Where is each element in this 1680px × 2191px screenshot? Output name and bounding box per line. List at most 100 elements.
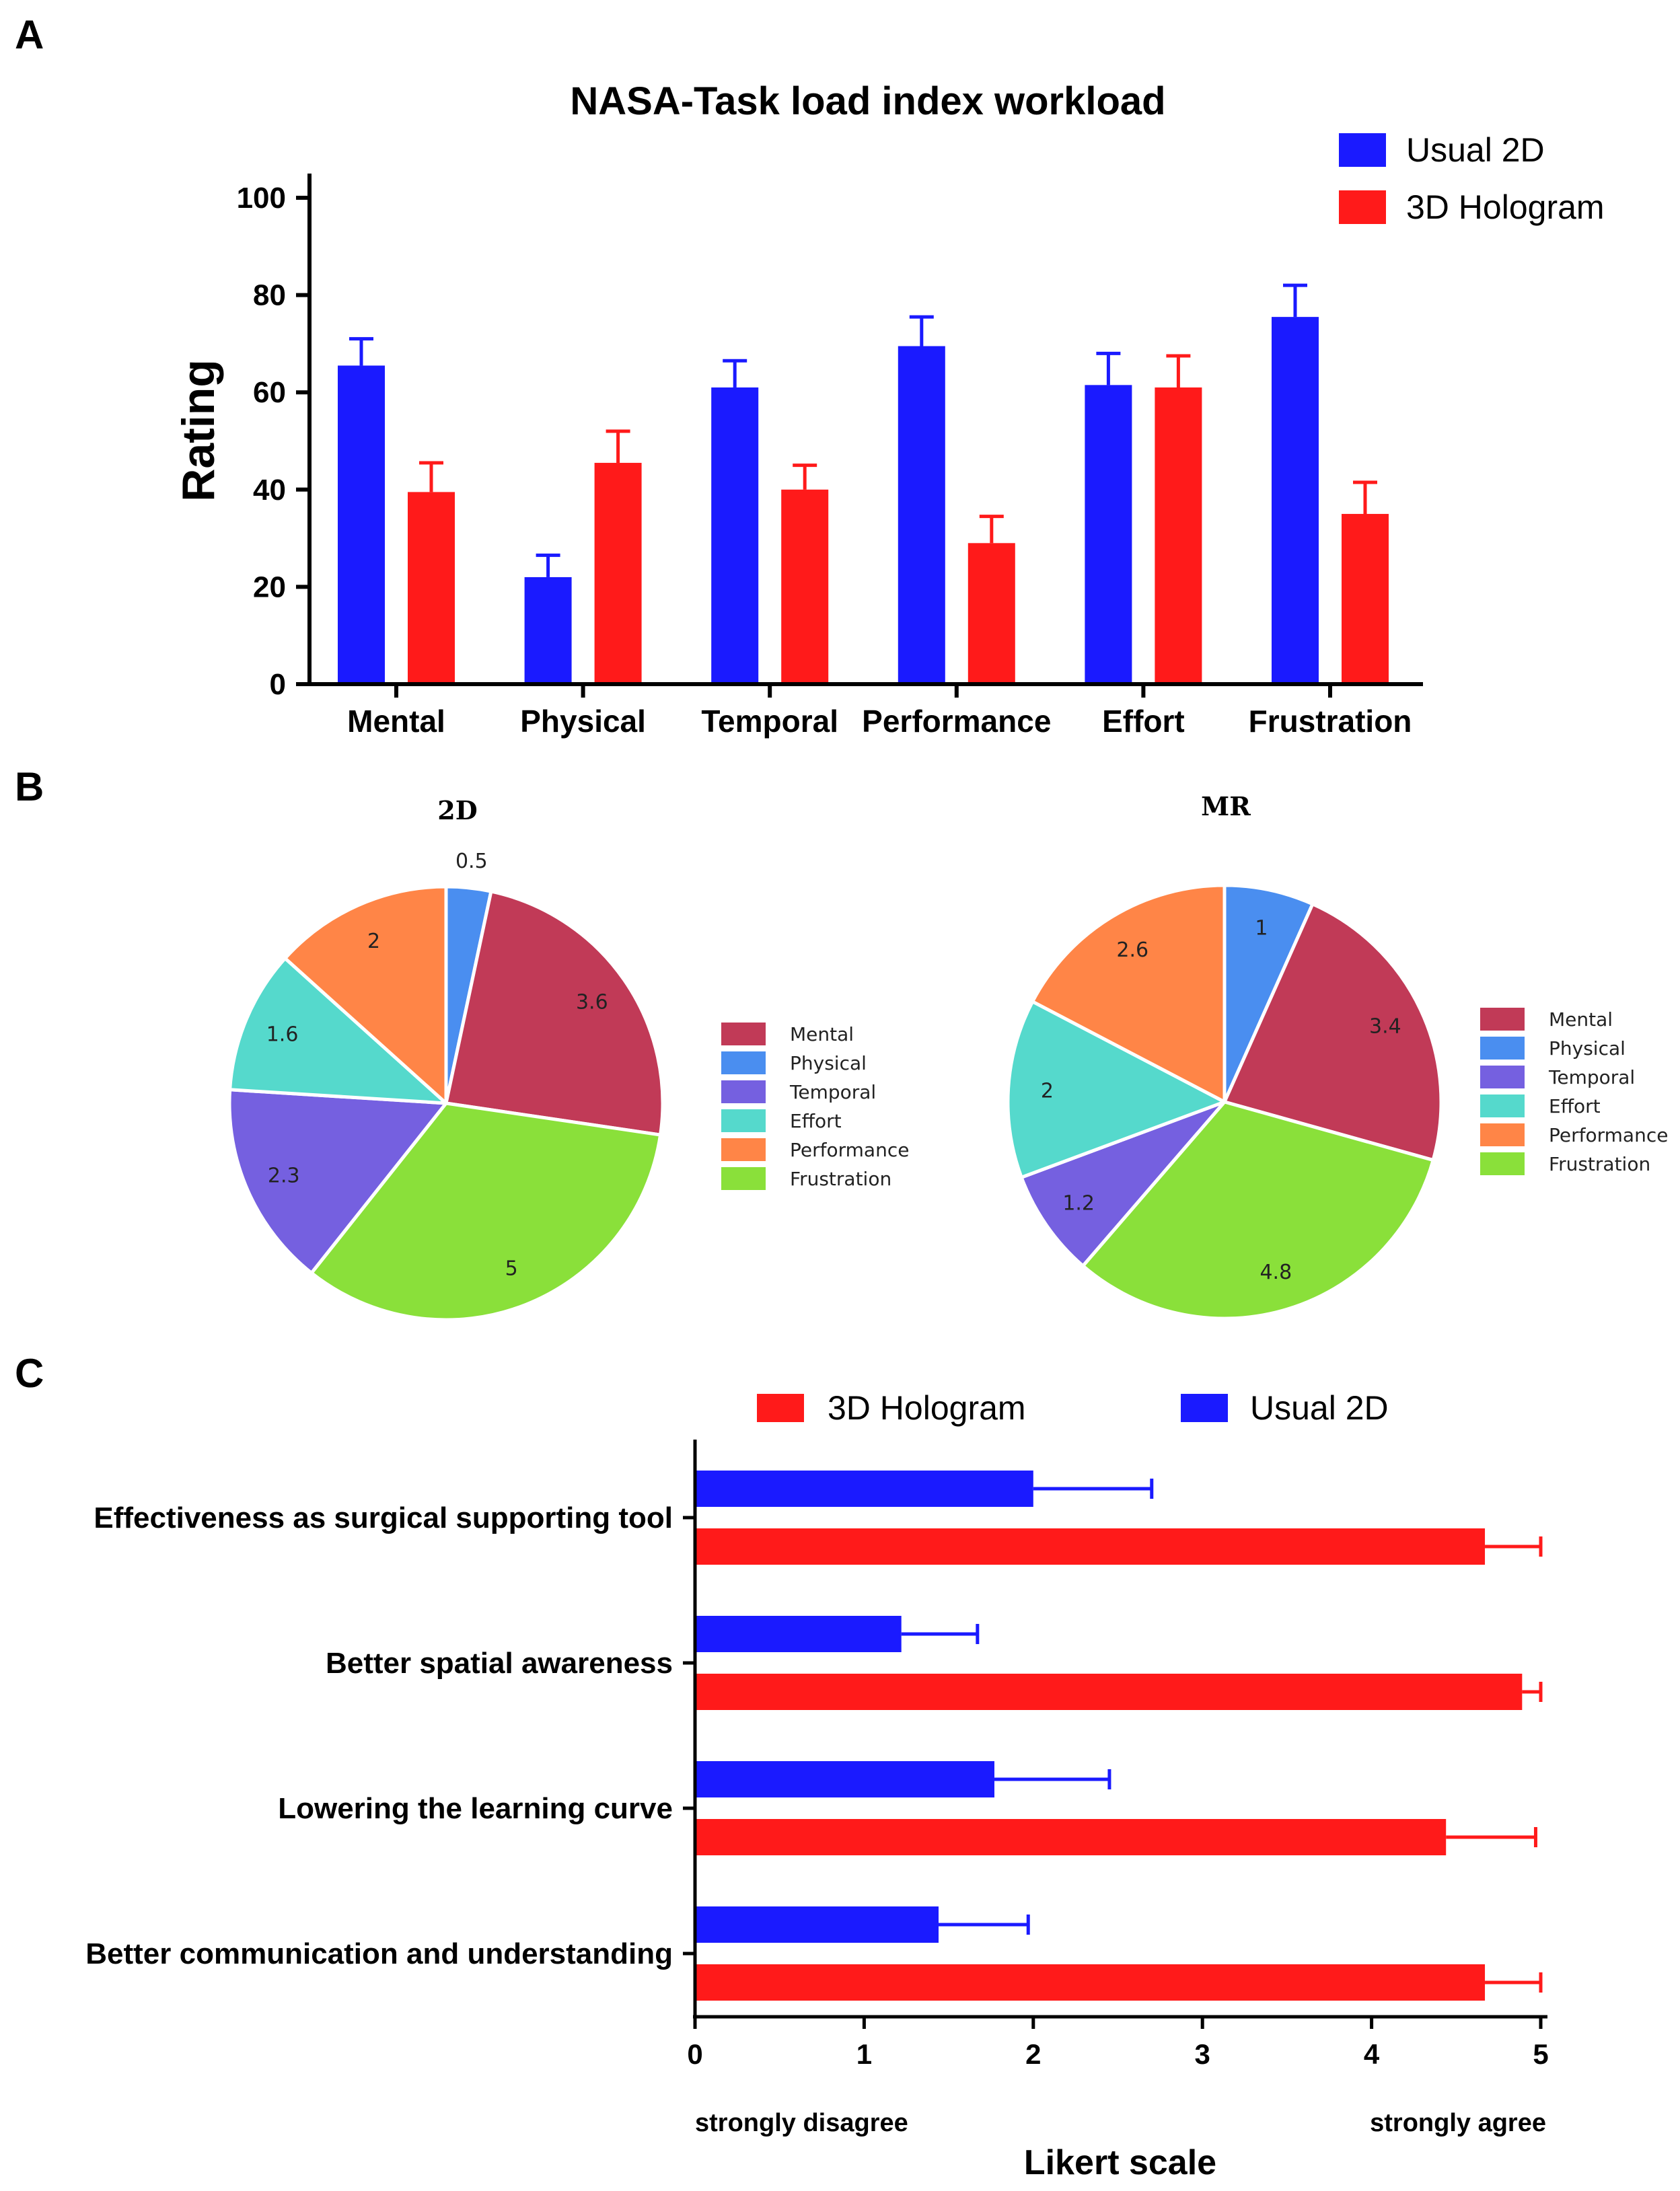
pie-value-label-mental: 3.4 [1369, 1015, 1401, 1039]
pie-chart-2d: 2D 0.5 3.6 5 2.3 1.6 2 Mental Physical Temporal… [227, 795, 909, 1322]
y-axis-label: Rating [173, 359, 224, 502]
panel-letter-c: C [15, 1351, 44, 1396]
legend-swatch-frustration [721, 1167, 766, 1190]
bars [338, 283, 1389, 684]
x-end-label-low: strongly disagree [695, 2109, 908, 2137]
y-tick-label: 40 [253, 474, 286, 507]
pie-slice-performance [283, 885, 448, 1105]
legend-label-performance: Performance [790, 1139, 909, 1161]
legend-swatch-physical [721, 1051, 766, 1074]
legend-label-usual-2d: Usual 2D [1406, 131, 1545, 169]
legend-label-frustration: Frustration [1549, 1153, 1650, 1175]
pie-value-label-physical: 0.5 [455, 850, 488, 873]
bar-usual-2d-performance [898, 346, 945, 684]
pie-slice-physical [1222, 883, 1315, 1104]
x-tick-label: 4 [1364, 2038, 1380, 2070]
pie-value-label-effort: 2 [1041, 1079, 1054, 1103]
pie-value-label-physical: 1 [1255, 917, 1268, 940]
legend-label-3d-hologram: 3D Hologram [828, 1389, 1026, 1427]
legend-label-usual-2d: Usual 2D [1250, 1389, 1389, 1427]
x-end-label-high: strongly agree [1370, 2109, 1546, 2137]
bar-3d-hologram-effectiveness-as-surgical-supporting-tool [695, 1528, 1486, 1565]
bar-3d-hologram-effort [1155, 387, 1202, 684]
bar-3d-hologram-mental [408, 492, 455, 684]
bar-3d-hologram-temporal [781, 489, 829, 684]
pie-slice-frustration [309, 1101, 663, 1322]
legend-swatch-temporal [721, 1080, 766, 1103]
panel-letter-a: A [15, 12, 44, 57]
pie-slice-mental [1222, 902, 1443, 1162]
legend-swatch-3d-hologram [1339, 190, 1386, 224]
likert-bar-chart: 3D Hologram Usual 2D Effectiveness as su… [85, 1389, 1548, 2182]
bar-usual-2d-temporal [711, 387, 759, 684]
legend-label-physical: Physical [790, 1052, 867, 1074]
pie-value-label-performance: 2.6 [1116, 938, 1148, 962]
legend-swatch-3d-hologram [757, 1394, 804, 1422]
x-category-label: Temporal [701, 704, 838, 739]
pie-value-label-temporal: 1.2 [1062, 1192, 1095, 1216]
pie-labels-mr: 1 3.4 4.8 1.2 2 2.6 [1041, 917, 1401, 1284]
pie-labels-2d: 0.5 3.6 5 2.3 1.6 2 [266, 850, 608, 1281]
legend-label-mental: Mental [1549, 1008, 1613, 1031]
x-tick-label: 0 [687, 2038, 702, 2070]
bar-usual-2d-mental [338, 365, 385, 684]
y-tick-label: 0 [270, 668, 286, 701]
pie-slice-temporal [1019, 1100, 1227, 1268]
pie-value-label-performance: 2 [367, 930, 380, 953]
x-axis-ticks: 0 1 2 3 4 5 [687, 2017, 1549, 2070]
bar-usual-2d-physical [524, 577, 572, 684]
bar-usual-2d-effectiveness-as-surgical-supporting-tool [695, 1471, 1033, 1507]
x-tick-label: 5 [1533, 2038, 1548, 2070]
bar-usual-2d-frustration [1272, 317, 1319, 684]
chart-title: NASA-Task load index workload [570, 79, 1165, 123]
pie-slices-mr [1006, 883, 1443, 1321]
y-tick-label: 20 [253, 570, 286, 603]
y-tick-label: 100 [237, 182, 286, 215]
x-category-label: Performance [862, 704, 1051, 739]
pie-legend-mr: Mental Physical Temporal Effort Performance F… [1480, 1008, 1668, 1175]
x-category-label: Frustration [1249, 704, 1412, 739]
legend-label-temporal: Temporal [1548, 1066, 1635, 1088]
y-category-label: Better spatial awareness [326, 1647, 673, 1680]
y-category-label: Lowering the learning curve [278, 1792, 673, 1825]
pie-value-label-temporal: 2.3 [268, 1164, 300, 1187]
bar-usual-2d-better-communication-and-understanding [695, 1906, 939, 1943]
pie-slice-effort [1006, 1000, 1227, 1179]
bar-3d-hologram-physical [594, 463, 642, 684]
pie-value-label-frustration: 4.8 [1259, 1261, 1292, 1284]
legend-label-temporal: Temporal [789, 1081, 876, 1103]
legend-swatch-mental [721, 1023, 766, 1045]
pie-value-label-mental: 3.6 [576, 990, 608, 1014]
nasa-tlx-bar-chart: NASA-Task load index workload Rating Usu… [173, 79, 1605, 739]
x-category-label: Physical [520, 704, 646, 739]
y-category-label: Better communication and understanding [85, 1937, 673, 1970]
legend-swatch-usual-2d [1339, 133, 1386, 167]
legend-swatch-mental [1480, 1008, 1525, 1031]
legend-swatch-effort [721, 1109, 766, 1132]
y-axis-categories: Effectiveness as surgical supporting too… [85, 1501, 695, 1970]
bar-3d-hologram-better-spatial-awareness [695, 1674, 1523, 1710]
legend-swatch-usual-2d [1181, 1394, 1228, 1422]
legend-label-mental: Mental [790, 1023, 854, 1045]
x-tick-label: 1 [856, 2038, 872, 2070]
bar-usual-2d-effort [1085, 385, 1132, 684]
pie-slice-effort [228, 957, 448, 1105]
pie-value-label-effort: 1.6 [266, 1023, 299, 1047]
bar-3d-hologram-performance [967, 543, 1015, 684]
bar-3d-hologram-frustration [1342, 513, 1389, 684]
bars [695, 1471, 1543, 2001]
bar-usual-2d-lowering-the-learning-curve [695, 1761, 994, 1797]
pie-slice-mental [444, 889, 665, 1137]
legend-swatch-effort [1480, 1094, 1525, 1117]
legend-swatch-physical [1480, 1037, 1525, 1060]
pie-title-mr: MR [1201, 791, 1251, 821]
pie-slice-temporal [227, 1088, 448, 1275]
x-category-label: Mental [347, 704, 445, 739]
y-category-label: Effectiveness as surgical supporting too… [94, 1501, 673, 1534]
legend-swatch-temporal [1480, 1066, 1525, 1088]
panel-letter-b: B [15, 764, 44, 809]
legend-label-frustration: Frustration [790, 1168, 891, 1190]
x-tick-label: 2 [1025, 2038, 1041, 2070]
bar-usual-2d-better-spatial-awareness [695, 1616, 902, 1652]
legend-swatch-frustration [1480, 1152, 1525, 1175]
